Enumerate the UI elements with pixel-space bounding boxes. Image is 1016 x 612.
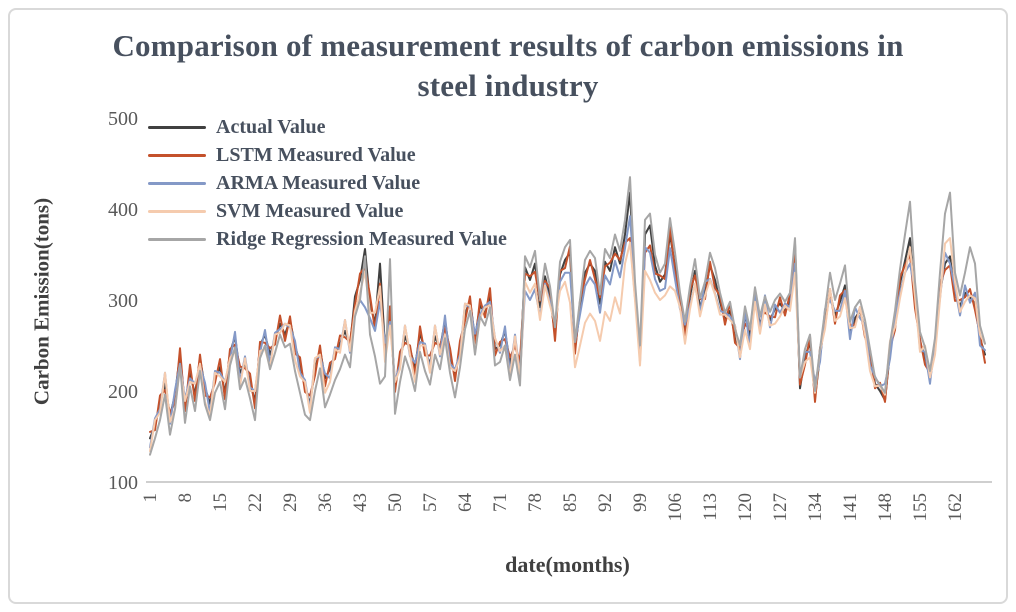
svg-text:64: 64 <box>455 493 476 513</box>
legend-label-arma: ARMA Measured Value <box>216 171 421 194</box>
svg-text:78: 78 <box>525 493 546 512</box>
svg-text:148: 148 <box>875 493 896 522</box>
svg-text:57: 57 <box>420 493 441 512</box>
svg-text:15: 15 <box>210 493 231 512</box>
legend-item-ridge: Ridge Regression Measured Value <box>148 225 507 253</box>
svg-text:8: 8 <box>175 493 196 503</box>
svg-text:1: 1 <box>140 493 161 503</box>
svg-text:50: 50 <box>385 493 406 512</box>
svg-text:71: 71 <box>490 493 511 512</box>
legend-label-svm: SVM Measured Value <box>216 199 404 222</box>
legend-item-actual: Actual Value <box>148 113 507 141</box>
chart-title: Comparison of measurement results of car… <box>112 28 904 103</box>
legend-line-sample-svm <box>148 209 206 213</box>
svg-text:400: 400 <box>108 199 138 221</box>
legend-line-sample-ridge <box>148 237 206 241</box>
svg-text:134: 134 <box>805 493 826 522</box>
svg-text:141: 141 <box>840 493 861 522</box>
svg-text:43: 43 <box>350 493 371 512</box>
svg-text:200: 200 <box>108 381 138 403</box>
svg-text:85: 85 <box>560 493 581 512</box>
legend-item-lstm: LSTM Measured Value <box>148 141 507 169</box>
svg-text:127: 127 <box>770 493 791 522</box>
svg-text:113: 113 <box>700 493 721 521</box>
svg-text:99: 99 <box>630 493 651 512</box>
svg-text:300: 300 <box>108 290 138 312</box>
svg-text:120: 120 <box>735 493 756 522</box>
svg-text:22: 22 <box>245 493 266 512</box>
legend-line-sample-arma <box>148 181 206 185</box>
legend-item-arma: ARMA Measured Value <box>148 169 507 197</box>
legend-item-svm: SVM Measured Value <box>148 197 507 225</box>
x-axis-title: date(months) <box>505 552 630 577</box>
y-axis-title: Carbon Emission(tons) <box>29 197 54 406</box>
legend-line-sample-actual <box>148 125 206 129</box>
svg-text:500: 500 <box>108 108 138 130</box>
svg-text:92: 92 <box>595 493 616 512</box>
legend-label-ridge: Ridge Regression Measured Value <box>216 227 507 250</box>
legend-label-lstm: LSTM Measured Value <box>216 143 416 166</box>
chart-legend: Actual Value LSTM Measured Value ARMA Me… <box>148 113 507 253</box>
svg-text:162: 162 <box>945 493 966 522</box>
legend-label-actual: Actual Value <box>216 115 326 138</box>
svg-text:106: 106 <box>665 493 686 522</box>
svg-text:36: 36 <box>315 493 336 512</box>
svg-text:29: 29 <box>280 493 301 512</box>
svg-text:100: 100 <box>108 472 138 494</box>
svg-text:155: 155 <box>910 493 931 522</box>
legend-line-sample-lstm <box>148 153 206 157</box>
